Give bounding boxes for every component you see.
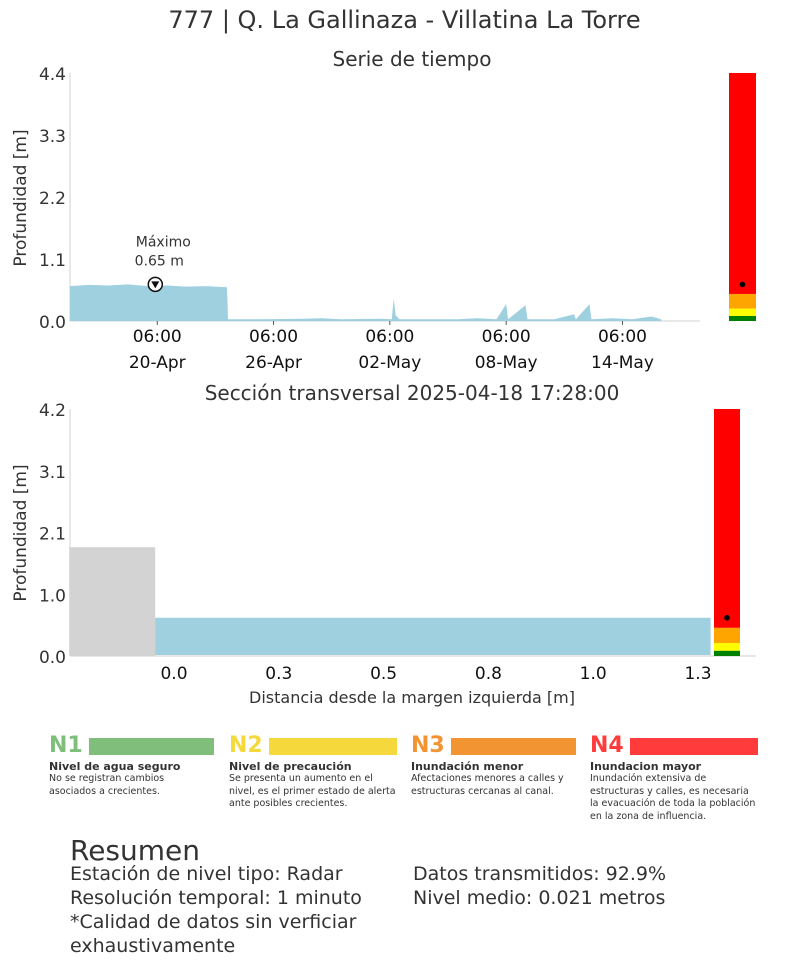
- legend-description: Afectaciones menores a calles y estructu…: [411, 773, 564, 797]
- x-tick-label-date: 26-Apr: [245, 353, 302, 373]
- legend-title: Nivel de precaución: [229, 760, 352, 773]
- legend-code: N4: [590, 733, 624, 758]
- depth-area-series: [70, 284, 662, 321]
- time-series-chart: Serie de tiempo 0.0 1.1 2.2 3.3 4.4 06:00 20-A…: [11, 47, 756, 373]
- x-tick-label: 0.3: [265, 664, 292, 684]
- y-tick-label: 0.0: [39, 313, 66, 333]
- cross-section-chart: Sección transversal 2025-04-18 17:28:00 …: [11, 381, 756, 707]
- legend-title: Nivel de agua seguro: [49, 760, 181, 773]
- bank-bar: [69, 547, 156, 656]
- y-tick-label: 4.4: [39, 65, 66, 85]
- x-tick-label: 1.3: [684, 664, 711, 684]
- summary-right: Datos transmitidos: 92.9% Nivel medio: 0…: [413, 862, 743, 910]
- x-tick-label-time: 06:00: [598, 327, 647, 347]
- summary-title: Resumen: [70, 834, 201, 867]
- water-level-area: [155, 617, 711, 655]
- x-axis-label: Distancia desde la margen izquierda [m]: [249, 688, 575, 707]
- x-tick-label-date: 08-May: [475, 353, 538, 373]
- y-tick-label: 3.3: [39, 127, 66, 147]
- plot-area: 0.0 1.0 2.1 3.1 4.2 0.0 0.3 0.5 0.8 1.0 1.3: [39, 401, 756, 684]
- y-tick-label: 2.2: [39, 189, 66, 209]
- x-tick-label: 0.0: [160, 664, 187, 684]
- y-tick-label: 0.0: [39, 648, 66, 668]
- x-tick-label-time: 06:00: [249, 327, 298, 347]
- legend-item-n2: N2 Nivel de precaución Se presenta un aume…: [229, 735, 397, 811]
- legend-description: No se registran cambios asociados a crec…: [49, 773, 165, 797]
- legend-description: Inundación extensiva de estructuras y ca…: [590, 773, 756, 822]
- summary-quality-note: *Calidad de datos sin verficiar exhausti…: [70, 911, 357, 957]
- legend-item-n4: N4 Inundacion mayor Inundación extensiva d…: [590, 735, 758, 823]
- x-tick-label: 0.5: [370, 664, 397, 684]
- x-tick-label-date: 02-May: [358, 353, 421, 373]
- chart-title: Serie de tiempo: [333, 47, 492, 71]
- summary-mean-level: Nivel medio: 0.021 metros: [413, 887, 666, 909]
- legend-color-bar: [268, 737, 397, 755]
- level-bar-segment: [729, 73, 756, 294]
- x-tick-label-time: 06:00: [365, 327, 414, 347]
- level-bar-segment: [714, 643, 740, 651]
- summary-transmitted: Datos transmitidos: 92.9%: [413, 863, 667, 885]
- summary-left: Estación de nivel tipo: Radar Resolución…: [70, 862, 380, 958]
- legend-color-bar: [88, 737, 214, 755]
- current-level-dot: [739, 281, 746, 288]
- page-title: 777 | Q. La Gallinaza - Villatina La Tor…: [168, 6, 641, 34]
- y-axis-label: Profundidad [m]: [11, 464, 31, 601]
- y-tick-label: 4.2: [39, 401, 66, 421]
- chart-title: Sección transversal 2025-04-18 17:28:00: [205, 381, 620, 405]
- level-bar-segment: [714, 650, 740, 656]
- y-tick-label: 3.1: [39, 463, 66, 483]
- level-bar-segment: [729, 315, 756, 321]
- legend-code: N3: [411, 733, 445, 758]
- legend-item-n3: N3 Inundación menor Afectaciones menores a…: [411, 735, 576, 798]
- level-bar-segment: [729, 293, 756, 309]
- legend-color-bar: [629, 737, 758, 755]
- y-tick-label: 1.1: [39, 251, 66, 271]
- summary-station-type: Estación de nivel tipo: Radar: [70, 863, 343, 885]
- level-bar-segment: [714, 627, 740, 644]
- max-annotation-label: Máximo: [136, 234, 191, 250]
- legend-title: Inundacion mayor: [590, 760, 702, 773]
- legend-color-bar: [450, 737, 576, 755]
- x-tick-label-time: 06:00: [482, 327, 531, 347]
- x-tick-label-date: 20-Apr: [129, 353, 186, 373]
- y-axis-label: Profundidad [m]: [11, 129, 31, 266]
- legend-description: Se presenta un aumento en el nivel, es e…: [229, 773, 396, 809]
- summary-resolution: Resolución temporal: 1 minuto: [70, 887, 362, 909]
- x-tick-label-date: 14-May: [591, 353, 654, 373]
- legend-title: Inundación menor: [411, 760, 524, 773]
- x-tick-label: 1.0: [580, 664, 607, 684]
- legend-code: N2: [229, 733, 263, 758]
- max-annotation-value: 0.65 m: [135, 253, 184, 269]
- y-tick-label: 2.1: [39, 525, 66, 545]
- level-bar-segment: [714, 409, 740, 628]
- plot-area: 0.0 1.1 2.2 3.3 4.4 06:00 20-Apr 06:00 26-Apr 06:…: [39, 65, 756, 373]
- x-tick-label-time: 06:00: [133, 327, 182, 347]
- legend-code: N1: [49, 733, 83, 758]
- y-tick-label: 1.0: [39, 586, 66, 606]
- x-tick-label: 0.8: [475, 664, 502, 684]
- legend-item-n1: N1 Nivel de agua seguro No se registran ca…: [49, 735, 214, 798]
- level-bar-segment: [729, 308, 756, 316]
- current-level-dot: [724, 614, 730, 621]
- max-marker-arrow: [151, 281, 160, 289]
